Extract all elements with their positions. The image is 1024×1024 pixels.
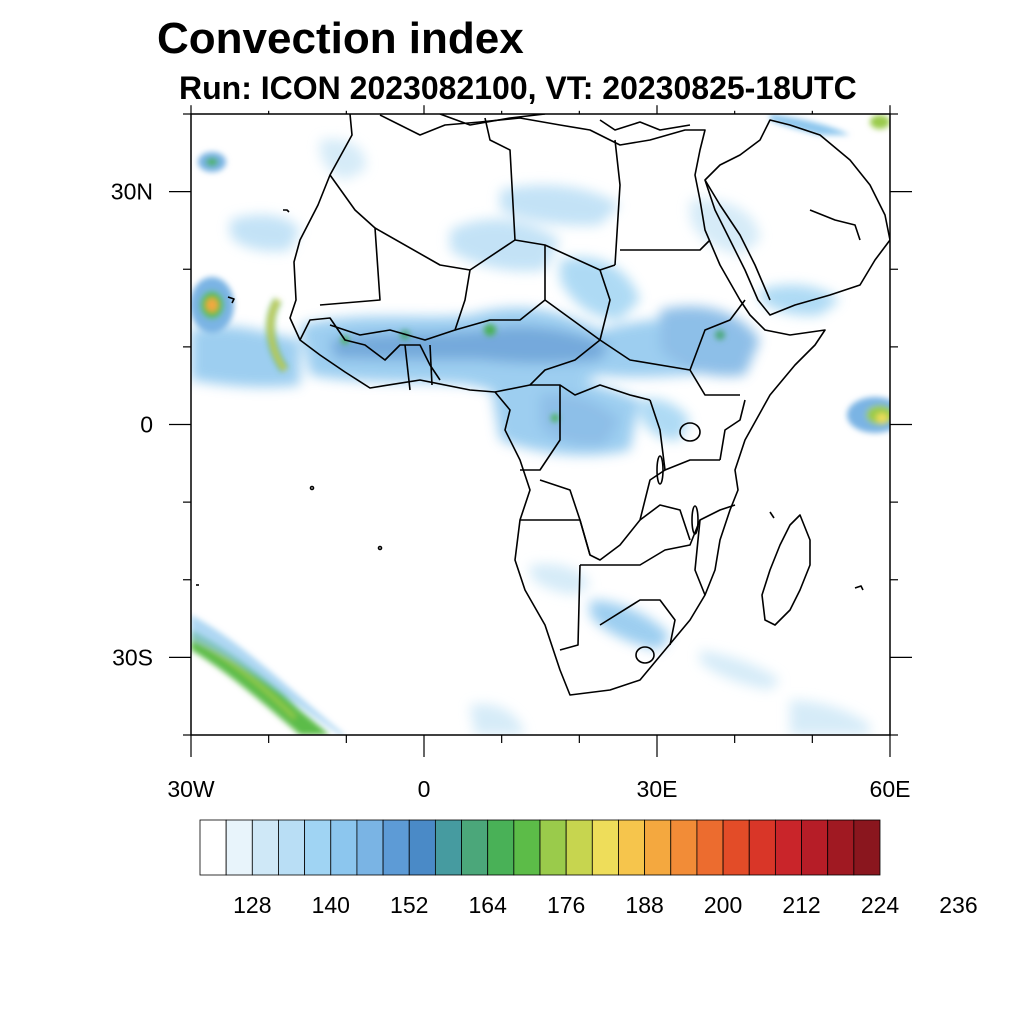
colorbar-swatch — [539, 819, 567, 876]
colorbar-swatch — [513, 819, 541, 876]
colorbar-swatch — [618, 819, 646, 876]
colorbar-swatch — [382, 819, 410, 876]
lat-tick-label: 30S — [112, 644, 153, 670]
colorbar-swatch — [278, 819, 306, 876]
lat-tick-label: 0 — [140, 412, 153, 438]
colorbar-swatch — [853, 819, 881, 876]
colorbar-swatch — [827, 819, 855, 876]
map-title: Convection index — [157, 14, 524, 63]
colorbar-swatch — [356, 819, 384, 876]
colorbar-swatch — [461, 819, 489, 876]
convection-field — [191, 114, 890, 735]
colorbar-swatch — [644, 819, 672, 876]
colorbar-swatch — [670, 819, 698, 876]
colorbar-swatch — [565, 819, 593, 876]
colorbar-swatch — [487, 819, 515, 876]
colorbar-label: 188 — [625, 892, 663, 918]
colorbar-label: 224 — [861, 892, 900, 918]
lat-tick-label: 30N — [111, 179, 153, 205]
colorbar-swatch — [408, 819, 436, 876]
colorbar-swatch — [199, 819, 227, 876]
colorbar — [199, 819, 881, 876]
colorbar-swatch — [696, 819, 724, 876]
colorbar-label: 236 — [939, 892, 977, 918]
colorbar-label: 128 — [233, 892, 271, 918]
axis-ticks — [169, 105, 912, 757]
colorbar-swatch — [748, 819, 776, 876]
colorbar-swatch — [774, 819, 802, 876]
lon-tick-label: 30W — [167, 776, 215, 802]
colorbar-label: 176 — [547, 892, 585, 918]
colorbar-label: 164 — [469, 892, 508, 918]
colorbar-swatch — [801, 819, 829, 876]
colorbar-swatch — [591, 819, 619, 876]
colorbar-swatch — [225, 819, 253, 876]
colorbar-swatch — [434, 819, 462, 876]
colorbar-label: 200 — [704, 892, 742, 918]
colorbar-swatch — [251, 819, 279, 876]
colorbar-swatch — [722, 819, 750, 876]
lon-tick-label: 0 — [418, 776, 431, 802]
axis-tick-labels: 30W 0 30E 60E 30N 0 30S — [111, 179, 911, 802]
colorbar-swatch — [330, 819, 358, 876]
lon-tick-label: 60E — [870, 776, 911, 802]
colorbar-label: 152 — [390, 892, 428, 918]
run-subtitle: Run: ICON 2023082100, VT: 20230825-18UTC — [179, 70, 857, 106]
colorbar-swatch — [304, 819, 332, 876]
colorbar-labels: 128 140 152 164 176 188 200 212 224 236 — [233, 892, 978, 918]
coastlines — [196, 114, 890, 696]
colorbar-label: 140 — [312, 892, 350, 918]
colorbar-label: 212 — [782, 892, 820, 918]
lon-tick-label: 30E — [637, 776, 678, 802]
